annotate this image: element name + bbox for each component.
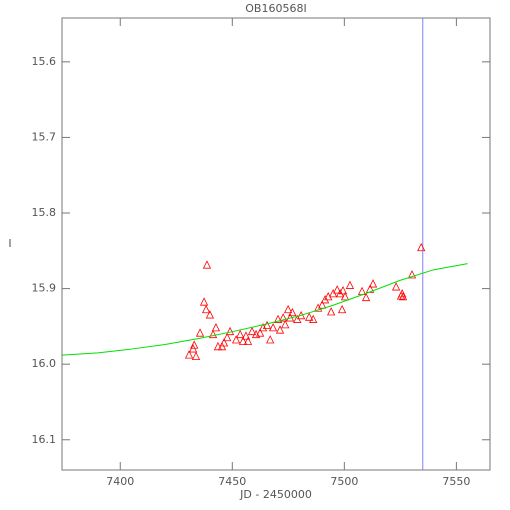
data-point [184,350,194,359]
data-point [213,341,223,351]
y-tick-label: 15.7 [32,130,57,143]
data-point [205,310,215,319]
chart-title: OB160568I [245,2,306,15]
data-point [275,325,285,334]
data-point [361,292,371,302]
data-point [309,314,318,323]
data-point [296,310,306,320]
data-point [305,312,314,321]
data-point [313,303,323,312]
data-point [337,304,347,314]
data-point [241,331,251,340]
data-point [190,340,199,349]
data-point [202,260,212,269]
data-point [225,326,235,336]
data-point [195,328,205,337]
plot-frame [61,17,491,471]
model-line [61,263,468,356]
data-point [398,292,408,301]
data-point [243,336,253,345]
data-point [199,297,209,306]
x-tick-label: 7550 [442,475,470,488]
data-point [255,328,265,337]
data-point [407,270,417,279]
data-point [235,329,245,339]
data-point [335,288,345,298]
data-point [391,282,401,291]
data-point [191,351,201,361]
data-point [247,326,257,336]
x-tick-label: 7450 [218,475,246,488]
data-point [268,323,278,332]
data-point [281,319,290,329]
data-point [211,323,221,332]
data-point [345,280,355,289]
y-tick-label: 16.1 [32,433,57,446]
x-axis-label: JD - 2450000 [239,488,312,501]
data-point [326,307,336,316]
data-point [219,338,229,347]
y-tick-label: 15.9 [32,282,57,295]
data-point [417,242,426,252]
data-point [333,285,342,294]
data-point [273,314,283,323]
x-tick-label: 7400 [106,475,134,488]
data-point [320,295,330,304]
data-point [283,304,293,314]
data-point [231,335,241,344]
y-tick-label: 15.6 [32,55,57,68]
data-point [368,279,378,288]
y-tick-label: 15.8 [32,206,57,219]
y-tick-label: 16.0 [32,357,57,370]
data-point [223,332,232,342]
data-point [288,307,297,317]
data-point [338,285,348,295]
data-point [262,320,272,330]
data-point [266,335,275,344]
data-point [398,288,407,298]
x-tick-label: 7500 [330,475,358,488]
data-point [201,304,211,314]
data-point [340,292,350,301]
data-point [238,336,248,345]
data-point [208,329,218,339]
data-point [279,313,288,322]
y-axis-label: I [8,237,11,250]
data-point [258,323,268,332]
